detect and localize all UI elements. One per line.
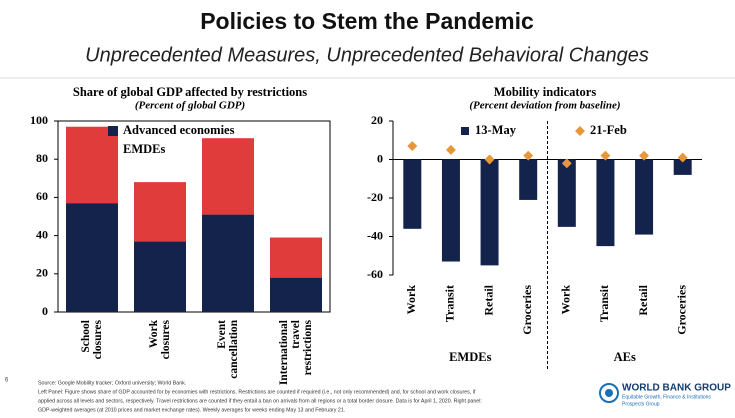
marker: [484, 154, 495, 165]
logo-icon: [605, 389, 613, 397]
x-tick-label: Work: [404, 285, 418, 315]
x-tick-label: Retail: [636, 284, 650, 315]
x-tick-label: Workclosures: [148, 319, 172, 359]
bar-segment: [66, 203, 118, 312]
y-tick-label: 100: [30, 113, 48, 127]
marker: [445, 144, 456, 155]
chart-subtitle: (Percent deviation from baseline): [469, 100, 620, 112]
bar-segment: [270, 237, 322, 278]
y-tick-label: 0: [42, 304, 48, 318]
bar-segment: [202, 138, 254, 215]
x-tick-label: Retail: [481, 284, 495, 315]
marker: [639, 150, 650, 161]
bar-segment: [134, 182, 186, 242]
x-tick-label-line: International: [278, 320, 290, 385]
legend-swatch: [461, 127, 469, 135]
bar-segment: [270, 277, 322, 312]
y-tick-label: -20: [367, 190, 383, 204]
x-tick-label: Groceries: [520, 285, 534, 335]
page-number: 6: [5, 378, 9, 384]
bar-segment: [202, 214, 254, 312]
x-tick-label: Internationaltravelrestrictions: [278, 319, 314, 385]
footnote: GDP-weighted averages (at 2010 prices an…: [38, 407, 345, 413]
y-tick-label: 20: [36, 266, 48, 280]
footnote: Source: Google Mobility tracker; Oxford …: [38, 380, 186, 386]
x-tick-label-line: Event: [216, 320, 228, 349]
x-tick-label-line: Work: [148, 319, 160, 348]
bar: [673, 159, 692, 175]
legend-label: Advanced economies: [123, 123, 235, 137]
x-tick-label-line: closures: [160, 319, 172, 359]
logo-icon: [599, 383, 619, 403]
bar-segment: [66, 126, 118, 204]
chart-title: Share of global GDP affected by restrict…: [73, 85, 307, 99]
bar: [403, 159, 422, 229]
marker: [407, 141, 418, 151]
x-tick-label: Transit: [443, 285, 457, 322]
y-tick-label: -60: [367, 267, 383, 281]
y-tick-label: 20: [371, 113, 383, 127]
x-tick-label: Work: [559, 285, 573, 315]
legend-swatch: [575, 126, 585, 136]
y-tick-label: -40: [367, 228, 383, 242]
legend-label: EMDEs: [123, 142, 166, 156]
logo: WORLD BANK GROUP Equitable Growth, Finan…: [599, 383, 731, 407]
marker: [523, 150, 534, 161]
x-tick-label: Eventcancellation: [216, 319, 240, 378]
bar: [519, 159, 538, 200]
x-tick-label: Transit: [597, 285, 611, 322]
marker: [561, 158, 572, 169]
footnote: Left Panel: Figure shows share of GDP ac…: [38, 389, 476, 395]
marker: [600, 150, 611, 161]
legend-swatch: [108, 126, 118, 136]
chart-title: Mobility indicators: [494, 85, 597, 99]
x-tick-label: Schoolclosures: [80, 319, 104, 359]
chart-subtitle: (Percent of global GDP): [135, 100, 245, 112]
bar: [596, 159, 615, 247]
footnote: applied across all levels and sectors, r…: [38, 398, 482, 404]
bar: [557, 159, 576, 227]
logo-name: WORLD BANK GROUP: [622, 383, 731, 394]
x-tick-label: Groceries: [674, 285, 688, 335]
x-tick-label-line: restrictions: [302, 319, 314, 375]
x-tick-label-line: closures: [92, 319, 104, 359]
bar: [480, 159, 499, 266]
y-tick-label: 60: [36, 189, 48, 203]
bar: [441, 159, 460, 262]
bar-segment: [134, 241, 186, 312]
group-label: AEs: [614, 350, 636, 364]
logo-line: Equitable Growth, Finance & Institutions: [622, 394, 711, 400]
x-tick-label-line: cancellation: [228, 319, 240, 378]
x-tick-label-line: travel: [290, 320, 302, 349]
plot-frame: [57, 120, 331, 313]
y-tick-label: 40: [36, 227, 48, 241]
group-label: EMDEs: [449, 350, 492, 364]
bar: [635, 159, 654, 235]
legend-swatch: [108, 145, 118, 155]
legend-label: 13-May: [475, 123, 517, 137]
legend-label: 21-Feb: [590, 123, 627, 137]
y-tick-label: 0: [377, 151, 383, 165]
y-tick-label: 80: [36, 151, 48, 165]
slide-title: Policies to Stem the Pandemic: [200, 8, 534, 34]
marker: [677, 152, 688, 163]
slide-subtitle: Unprecedented Measures, Unprecedented Be…: [85, 44, 649, 66]
logo-line: Prospects Group: [622, 401, 660, 407]
x-tick-label-line: School: [80, 320, 92, 353]
